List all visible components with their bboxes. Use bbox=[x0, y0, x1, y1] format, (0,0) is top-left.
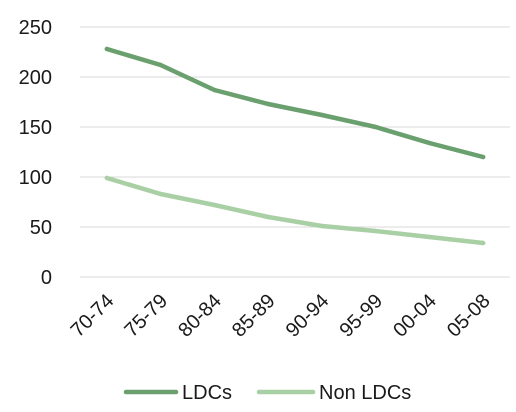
x-tick-label-75-79: 75-79 bbox=[120, 290, 172, 342]
series-line-ldcs bbox=[104, 46, 486, 160]
y-axis-ticks: 0 50 100 150 200 250 bbox=[19, 17, 52, 289]
x-tick-label-95-99: 95-99 bbox=[335, 290, 387, 342]
point-non-ldcs-85-89 bbox=[265, 214, 271, 220]
point-ldcs-70-74 bbox=[104, 46, 110, 52]
point-ldcs-85-89 bbox=[265, 101, 271, 107]
point-non-ldcs-70-74 bbox=[104, 175, 110, 181]
series-line-non-ldcs bbox=[104, 175, 486, 246]
point-non-ldcs-75-79 bbox=[158, 191, 163, 197]
y-tick-label-150: 150 bbox=[19, 117, 52, 139]
point-non-ldcs-90-94 bbox=[319, 223, 325, 229]
point-ldcs-05-08 bbox=[480, 154, 486, 160]
y-tick-label-250: 250 bbox=[19, 17, 52, 39]
y-tick-label-0: 0 bbox=[41, 267, 52, 289]
x-tick-label-85-89: 85-89 bbox=[228, 290, 280, 342]
point-ldcs-95-99 bbox=[373, 124, 378, 130]
series-lines bbox=[104, 46, 486, 246]
x-tick-label-70-74: 70-74 bbox=[67, 290, 119, 342]
point-ldcs-90-94 bbox=[319, 112, 325, 118]
point-non-ldcs-00-04 bbox=[427, 234, 432, 240]
y-tick-label-200: 200 bbox=[19, 67, 52, 89]
legend-label-ldcs: LDCs bbox=[182, 382, 232, 404]
x-tick-label-90-94: 90-94 bbox=[282, 290, 334, 342]
legend-label-non-ldcs: Non LDCs bbox=[319, 382, 411, 404]
y-tick-label-50: 50 bbox=[30, 217, 52, 239]
x-axis-ticks: 70-74 75-79 80-84 85-89 90-94 95-99 00-04 05-08 bbox=[67, 290, 495, 342]
point-ldcs-00-04 bbox=[427, 140, 432, 146]
point-non-ldcs-95-99 bbox=[373, 228, 378, 234]
point-ldcs-80-84 bbox=[212, 87, 217, 93]
point-non-ldcs-80-84 bbox=[212, 202, 217, 208]
grid-lines bbox=[80, 26, 510, 278]
x-tick-label-05-08: 05-08 bbox=[443, 290, 495, 342]
point-non-ldcs-05-08 bbox=[480, 240, 486, 246]
y-tick-label-100: 100 bbox=[19, 167, 52, 189]
point-ldcs-75-79 bbox=[158, 62, 163, 68]
x-tick-label-80-84: 80-84 bbox=[174, 290, 226, 342]
x-tick-label-00-04: 00-04 bbox=[389, 290, 441, 342]
legend: LDCs Non LDCs bbox=[123, 382, 411, 404]
